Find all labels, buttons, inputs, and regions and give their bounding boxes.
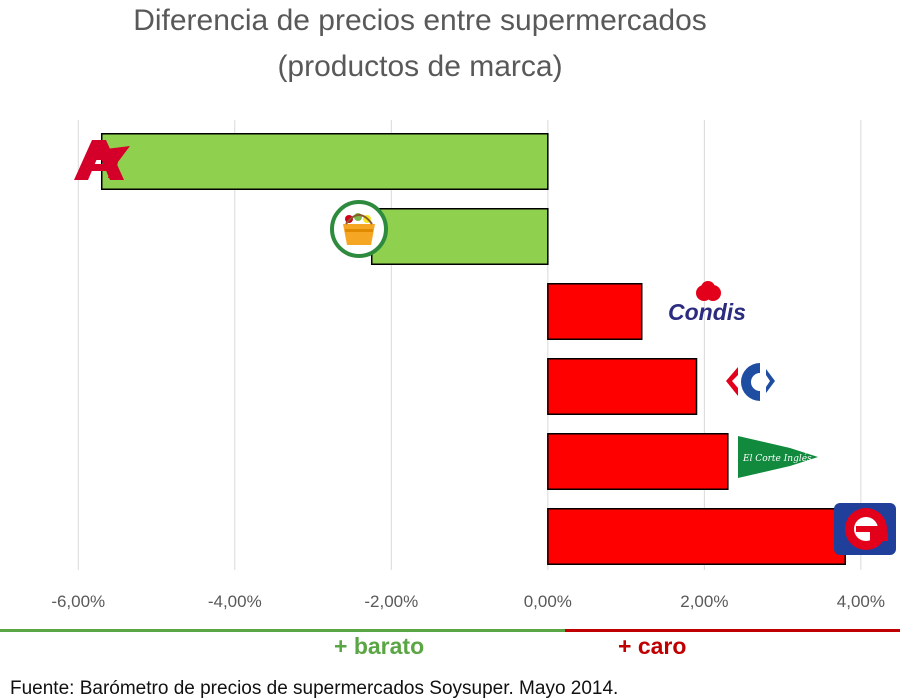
x-tick-label: 2,00% bbox=[680, 592, 728, 611]
condis-logo-icon: Condis bbox=[668, 281, 746, 325]
mercadona-logo-icon bbox=[330, 200, 388, 258]
cheaper-label: + barato bbox=[334, 633, 425, 659]
carrefour-logo-icon bbox=[726, 363, 775, 401]
bar-condis bbox=[547, 283, 643, 340]
bar-eroski bbox=[547, 508, 846, 565]
expensive-label: + caro bbox=[618, 633, 687, 659]
cheaper-underline bbox=[0, 629, 565, 632]
bars bbox=[100, 133, 846, 565]
x-tick-label: -6,00% bbox=[51, 592, 105, 611]
eroski-logo-icon bbox=[834, 503, 896, 555]
x-axis-ticks: -6,00% -4,00% -2,00% 0,00% 2,00% 4,00% bbox=[51, 592, 885, 611]
bar-carrefour bbox=[547, 358, 698, 415]
x-tick-label: 0,00% bbox=[524, 592, 572, 611]
chart-subtitle: (productos de marca) bbox=[277, 50, 563, 83]
x-tick-label: -2,00% bbox=[364, 592, 418, 611]
chart-title: Diferencia de precios entre supermercado… bbox=[133, 4, 707, 37]
x-tick-label: 4,00% bbox=[837, 592, 885, 611]
svg-text:El Corte Inglés: El Corte Inglés bbox=[742, 453, 812, 464]
bar-mercadona bbox=[370, 208, 549, 265]
expensive-underline bbox=[565, 629, 900, 632]
x-tick-label: -4,00% bbox=[208, 592, 262, 611]
source-note: Fuente: Barómetro de precios de supermer… bbox=[10, 678, 619, 699]
svg-text:Condis: Condis bbox=[668, 299, 746, 325]
gridlines bbox=[77, 120, 862, 570]
bar-el-corte-ingl-s bbox=[547, 433, 729, 490]
alcampo-logo-icon bbox=[74, 140, 130, 180]
corte-ingles-logo-icon: El Corte Inglés bbox=[738, 436, 818, 478]
bar-alcampo bbox=[100, 133, 549, 190]
